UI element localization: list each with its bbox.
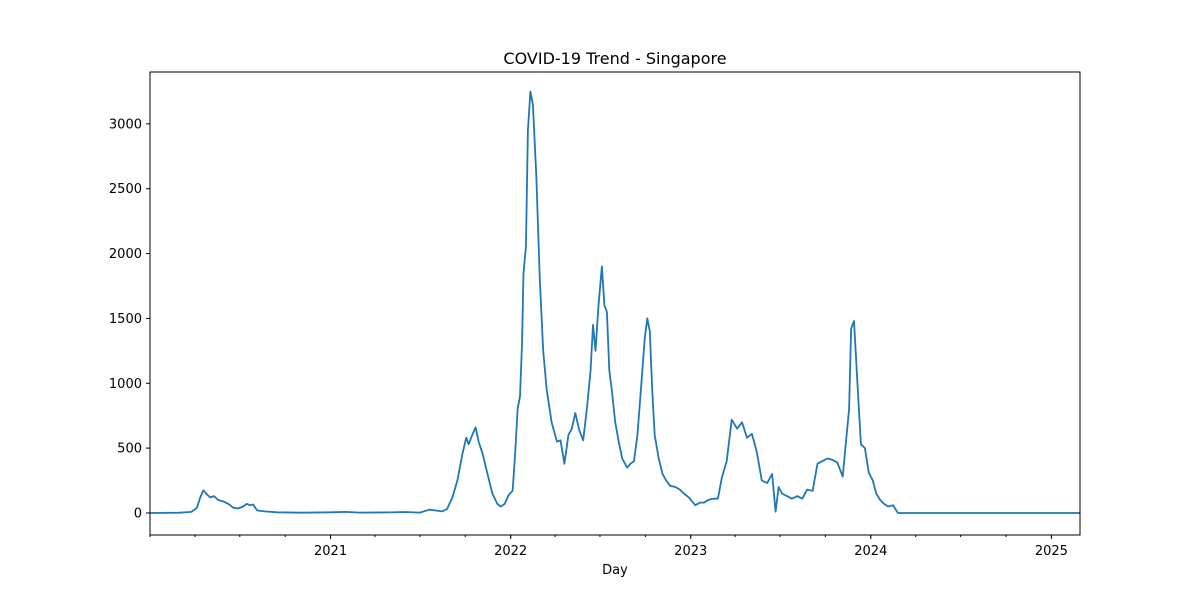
x-tick-label: 2021 — [314, 544, 347, 559]
chart-title: COVID-19 Trend - Singapore — [503, 49, 726, 68]
x-axis: 2021 2022 2023 2024 2025 — [149, 535, 1068, 559]
y-tick-label: 500 — [117, 442, 142, 457]
series-line — [149, 90, 1080, 514]
y-tick-label: 3000 — [109, 117, 142, 132]
x-axis-label: Day — [602, 563, 628, 578]
y-tick-label: 0 — [134, 506, 142, 521]
x-tick-label: 2023 — [674, 544, 707, 559]
plot-frame — [149, 71, 1081, 536]
x-tick-label: 2024 — [854, 544, 887, 559]
y-axis: 0 500 1000 1500 2000 2500 3000 — [109, 117, 150, 521]
series-layer — [149, 90, 1080, 514]
x-tick-label: 2022 — [494, 544, 527, 559]
x-tick-label: 2025 — [1035, 544, 1068, 559]
y-tick-label: 1000 — [109, 377, 142, 392]
y-tick-label: 2000 — [109, 247, 142, 262]
y-tick-label: 1500 — [109, 312, 142, 327]
y-tick-label: 2500 — [109, 182, 142, 197]
